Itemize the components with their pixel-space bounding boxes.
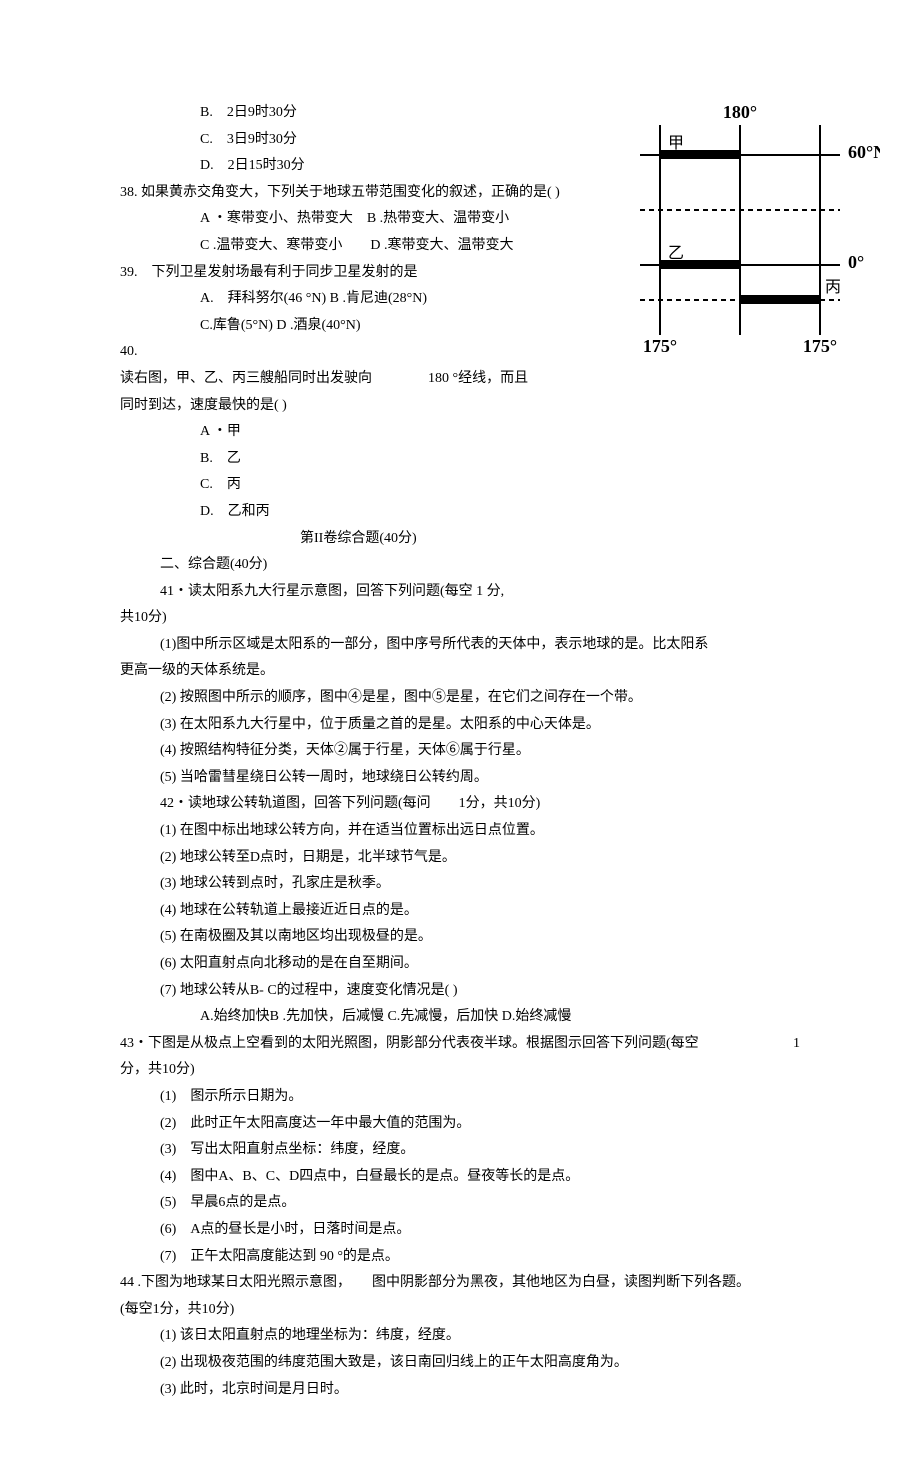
q43-p3: (3) 写出太阳直射点坐标：纬度，经度。 xyxy=(120,1137,800,1164)
q42-p1: (1) 在图中标出地球公转方向，并在适当位置标出远日点位置。 xyxy=(120,818,800,845)
q41-p5: (5) 当哈雷彗星绕日公转一周时，地球绕日公转约周。 xyxy=(120,765,800,792)
q41-p1b: 更高一级的天体系统是。 xyxy=(120,658,800,685)
q42-p7: (7) 地球公转从B- C的过程中，速度变化情况是( ) xyxy=(120,978,800,1005)
q43-p1: (1) 图示所示日期为。 xyxy=(120,1084,800,1111)
q40-stem1: 读右图，甲、乙、丙三艘船同时出发驶向 xyxy=(120,371,372,386)
q43-stem: 43・下图是从极点上空看到的太阳光照图，阴影部分代表夜半球。根据图示回答下列问题… xyxy=(120,1036,699,1051)
q38-opt-c: C .温带变大、寒带变小 xyxy=(200,238,342,253)
q43-p6: (6) A点的昼长是小时，日落时间是点。 xyxy=(120,1217,800,1244)
map-175l-label: 175° xyxy=(643,336,677,356)
q40-opt-a: A ・甲 xyxy=(120,419,800,446)
q41-stem2: 共10分) xyxy=(120,605,800,632)
q44-p2: (2) 出现极夜范围的纬度范围大致是，该日南回归线上的正午太阳高度角为。 xyxy=(120,1350,800,1377)
q41-p3: (3) 在太阳系九大行星中，位于质量之首的是星。太阳系的中心天体是。 xyxy=(120,712,800,739)
q39-opt-b: B .肯尼迪(28°N) xyxy=(330,291,427,306)
q39-opt-d: D .酒泉(40°N) xyxy=(276,318,360,333)
q41-stem1: 41・读太阳系九大行星示意图，回答下列问题(每空 1 分, xyxy=(120,579,800,606)
q40-opt-d: D. 乙和丙 xyxy=(120,499,800,526)
q42-p6: (6) 太阳直射点向北移动的是在自至期间。 xyxy=(120,951,800,978)
map-180-label: 180° xyxy=(723,102,757,122)
q39-opt-a: A. 拜科努尔(46 °N) xyxy=(200,291,326,306)
map-175r-label: 175° xyxy=(803,336,837,356)
q42-p7opts: A.始终加快B .先加快，后减慢 C.先减慢，后加快 D.始终减慢 xyxy=(120,1004,800,1031)
q43-p7: (7) 正午太阳高度能达到 90 °的是点。 xyxy=(120,1244,800,1271)
q41-p1a: (1)图中所示区域是太阳系的一部分，图中序号所代表的天体中，表示地球的是。比太阳… xyxy=(120,632,800,659)
map-jia-label: 甲 xyxy=(668,135,684,152)
q39-opt-c: C.库鲁(5°N) xyxy=(200,318,273,333)
q44-stem2: (每空1分，共10分) xyxy=(120,1297,800,1324)
q44-p3: (3) 此时，北京时间是月日时。 xyxy=(120,1377,800,1404)
map-figure: 180° 60°N 0° 甲 乙 丙 175° 175° xyxy=(620,100,880,371)
q41-p4: (4) 按照结构特征分类，天体②属于行星，天体⑥属于行星。 xyxy=(120,738,800,765)
q44-p1: (1) 该日太阳直射点的地理坐标为：纬度，经度。 xyxy=(120,1323,800,1350)
q40-opt-b: B. 乙 xyxy=(120,446,800,473)
q43-p2: (2) 此时正午太阳高度达一年中最大值的范围为。 xyxy=(120,1111,800,1138)
q41-p2: (2) 按照图中所示的顺序，图中④是星，图中⑤是星，在它们之间存在一个带。 xyxy=(120,685,800,712)
q42-stem: 42・读地球公转轨道图，回答下列问题(每问 1分，共10分) xyxy=(120,791,800,818)
q38-opt-b: B .热带变大、温带变小 xyxy=(367,211,509,226)
section2-heading: 二、综合题(40分) xyxy=(120,552,800,579)
q43-p4: (4) 图中A、B、C、D四点中，白昼最长的是点。昼夜等长的是点。 xyxy=(120,1164,800,1191)
map-bing-label: 丙 xyxy=(825,279,841,296)
section2-title: 第II卷综合题(40分) xyxy=(120,526,800,553)
map-yi-label: 乙 xyxy=(668,245,684,262)
q42-p5: (5) 在南极圈及其以南地区均出现极昼的是。 xyxy=(120,924,800,951)
q44-stem: 44 .下图为地球某日太阳光照示意图， 图中阴影部分为黑夜，其他地区为白昼，读图… xyxy=(120,1270,800,1297)
map-0-label: 0° xyxy=(848,252,864,272)
q38-opt-d: D .寒带变大、温带变大 xyxy=(370,238,513,253)
q43-stem2: 分，共10分) xyxy=(120,1057,800,1084)
q42-p3: (3) 地球公转到点时，孔家庄是秋季。 xyxy=(120,871,800,898)
q43-p5: (5) 早晨6点的是点。 xyxy=(120,1190,800,1217)
q43-stem-right: 1 xyxy=(793,1031,800,1058)
q40-stem2: 180 °经线，而且 xyxy=(428,371,528,386)
map-60n-label: 60°N xyxy=(848,142,880,162)
q42-p4: (4) 地球在公转轨道上最接近近日点的是。 xyxy=(120,898,800,925)
q38-opt-a: A ・寒带变小、热带变大 xyxy=(200,211,353,226)
q42-p2: (2) 地球公转至D点时，日期是，北半球节气是。 xyxy=(120,845,800,872)
q40-opt-c: C. 丙 xyxy=(120,472,800,499)
q40-stem3: 同时到达，速度最快的是( ) xyxy=(120,393,800,420)
